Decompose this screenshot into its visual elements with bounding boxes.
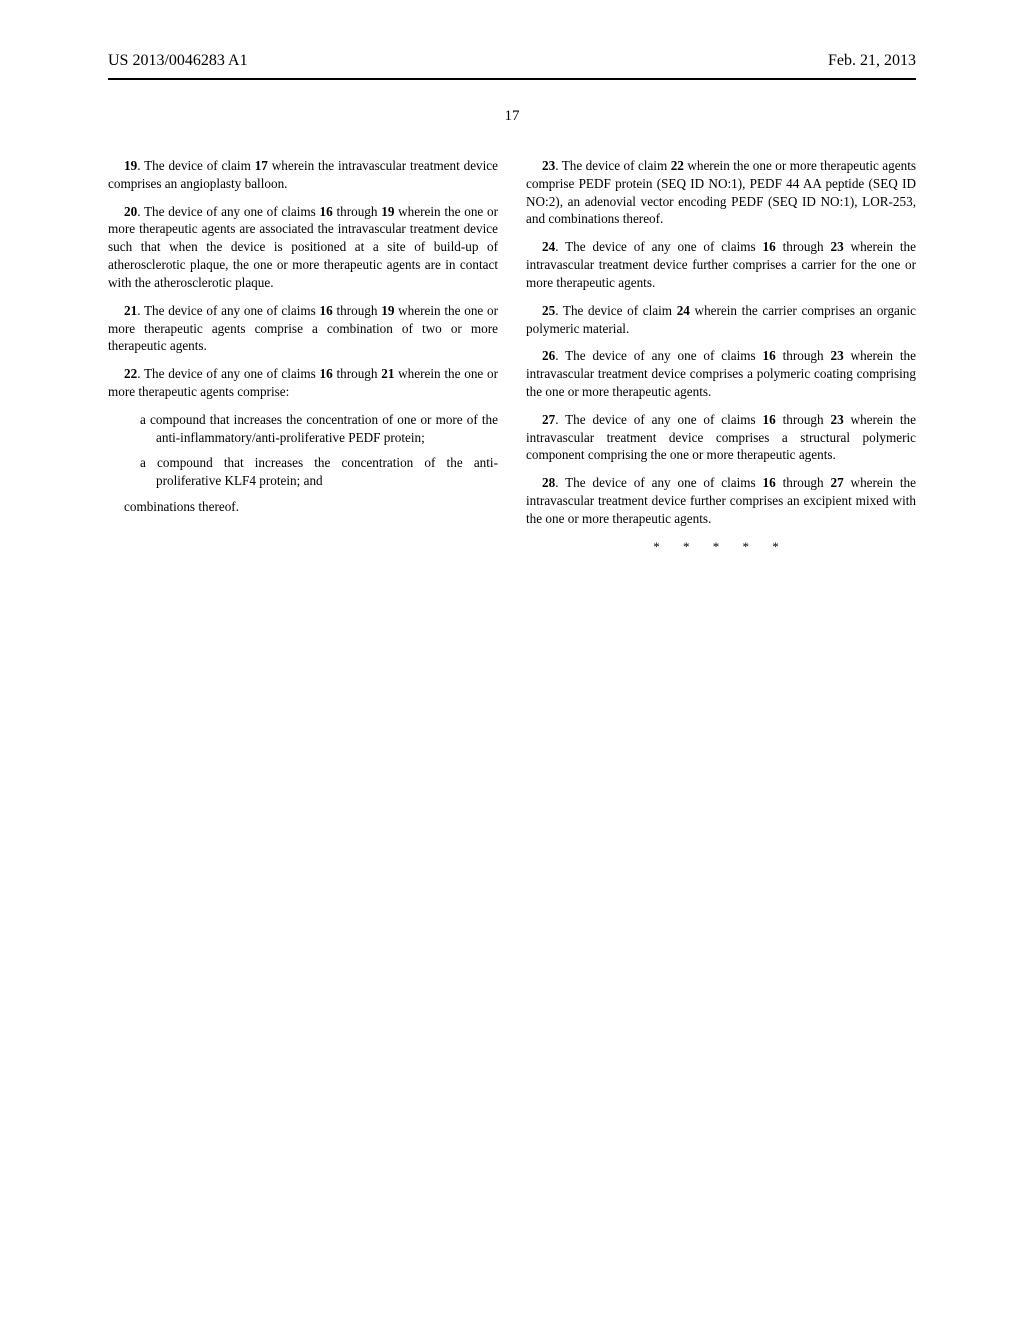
- claim-number: 22: [124, 366, 137, 381]
- publication-number: US 2013/0046283 A1: [108, 52, 248, 70]
- claim-ref: 16: [763, 348, 776, 363]
- claim-number: 26: [542, 348, 555, 363]
- claim-21: 21. The device of any one of claims 16 t…: [108, 302, 498, 355]
- publication-date: Feb. 21, 2013: [828, 52, 916, 70]
- claim-text: . The device of any one of claims: [555, 239, 762, 254]
- claim-text: . The device of any one of claims: [137, 366, 319, 381]
- claim-number: 23: [542, 158, 555, 173]
- claim-ref: 16: [763, 239, 776, 254]
- claim-ref2: 23: [831, 239, 844, 254]
- claim-mid: through: [333, 303, 382, 318]
- claim-27: 27. The device of any one of claims 16 t…: [526, 411, 916, 464]
- claim-text: . The device of any one of claims: [555, 348, 762, 363]
- claim-ref: 16: [320, 303, 333, 318]
- claim-20: 20. The device of any one of claims 16 t…: [108, 203, 498, 292]
- claim-ref: 16: [763, 412, 776, 427]
- claim-number: 28: [542, 475, 555, 490]
- claim-number: 20: [124, 204, 137, 219]
- left-column: 19. The device of claim 17 wherein the i…: [108, 157, 498, 555]
- claim-28: 28. The device of any one of claims 16 t…: [526, 474, 916, 527]
- end-marks: * * * * *: [526, 538, 916, 556]
- claim-25: 25. The device of claim 24 wherein the c…: [526, 302, 916, 338]
- claim-mid: through: [776, 475, 831, 490]
- claim-24: 24. The device of any one of claims 16 t…: [526, 238, 916, 291]
- claim-text: . The device of any one of claims: [555, 475, 762, 490]
- claim-number: 24: [542, 239, 555, 254]
- claim-number: 19: [124, 158, 137, 173]
- claim-ref: 17: [255, 158, 268, 173]
- claim-number: 25: [542, 303, 555, 318]
- claim-text: . The device of any one of claims: [555, 412, 762, 427]
- claim-ref2: 21: [381, 366, 394, 381]
- claim-mid: through: [333, 366, 382, 381]
- claim-mid: through: [776, 348, 831, 363]
- claim-mid: through: [333, 204, 382, 219]
- claim-ref: 16: [320, 366, 333, 381]
- header-rule: [108, 78, 916, 80]
- claim-mid: through: [776, 412, 831, 427]
- claim-text: . The device of any one of claims: [137, 204, 319, 219]
- claim-sub-final: combinations thereof.: [124, 498, 498, 516]
- two-column-layout: 19. The device of claim 17 wherein the i…: [108, 157, 916, 555]
- claim-ref: 22: [671, 158, 684, 173]
- claim-23: 23. The device of claim 22 wherein the o…: [526, 157, 916, 228]
- claim-text: . The device of claim: [137, 158, 255, 173]
- claim-number: 27: [542, 412, 555, 427]
- claim-26: 26. The device of any one of claims 16 t…: [526, 347, 916, 400]
- claim-19: 19. The device of claim 17 wherein the i…: [108, 157, 498, 193]
- page-number: 17: [108, 108, 916, 125]
- claim-ref2: 19: [381, 204, 394, 219]
- claim-ref2: 23: [831, 412, 844, 427]
- claim-22: 22. The device of any one of claims 16 t…: [108, 365, 498, 401]
- claim-mid: through: [776, 239, 831, 254]
- claim-ref: 16: [320, 204, 333, 219]
- claim-ref: 24: [677, 303, 690, 318]
- claim-text: . The device of claim: [555, 158, 671, 173]
- claim-ref2: 27: [831, 475, 844, 490]
- page-header: US 2013/0046283 A1 Feb. 21, 2013: [108, 52, 916, 70]
- claim-sub-item: a compound that increases the concentrat…: [140, 411, 498, 447]
- claim-sub-item: a compound that increases the concentrat…: [140, 454, 498, 490]
- claim-ref2: 19: [381, 303, 394, 318]
- claim-ref2: 23: [831, 348, 844, 363]
- right-column: 23. The device of claim 22 wherein the o…: [526, 157, 916, 555]
- claim-number: 21: [124, 303, 137, 318]
- claim-ref: 16: [763, 475, 776, 490]
- claim-text: . The device of any one of claims: [137, 303, 319, 318]
- claim-text: . The device of claim: [555, 303, 677, 318]
